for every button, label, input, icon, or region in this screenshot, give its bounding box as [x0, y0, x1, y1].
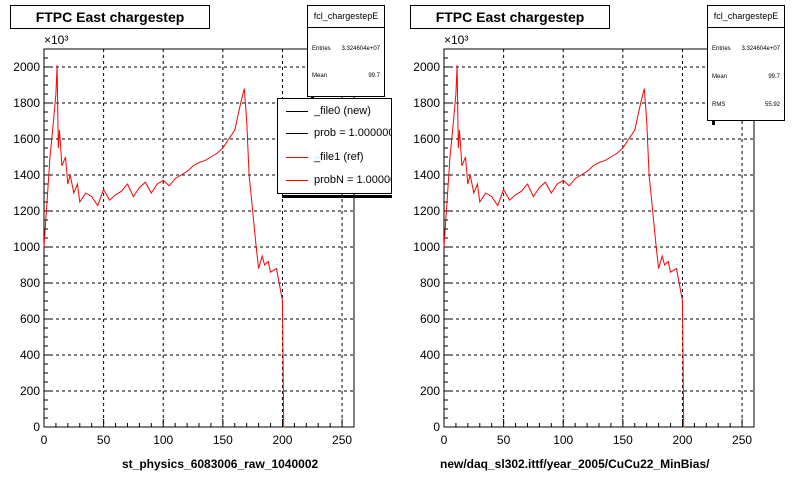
y-tick-label: 800: [20, 276, 40, 290]
y-tick-label: 0: [33, 420, 40, 434]
y-tick-label: 600: [20, 312, 40, 326]
panel-1-title: FTPC East chargestep: [10, 5, 210, 29]
stats-value: 55.92: [764, 102, 780, 108]
panel-2-title: FTPC East chargestep: [410, 5, 610, 29]
y-multiplier-label: ×10³: [44, 33, 68, 47]
x-tick-label: 250: [732, 433, 752, 447]
x-tick-label: 200: [272, 433, 292, 447]
y-tick-label: 400: [420, 348, 440, 362]
y-tick-label: 1600: [13, 132, 40, 146]
legend-item-new: _file0 (new): [278, 103, 371, 119]
panel-2-stats-row-mean: Mean 99.7: [712, 74, 780, 80]
y-multiplier-label: ×10³: [444, 33, 468, 47]
panel-2-stats-row-entries: Entries 3.324604e+07: [712, 46, 780, 52]
panel-2-xlabel: new/daq_sl302.ittf/year_2005/CuCu22_MinB…: [440, 457, 710, 471]
stats-label: Entries: [312, 46, 331, 52]
legend-item-probN: probN = 1.000000: [278, 172, 391, 188]
stats-label: Mean: [312, 73, 328, 79]
y-tick-label: 2000: [413, 60, 440, 74]
x-tick-label: 50: [97, 433, 111, 447]
x-tick-label: 100: [153, 433, 173, 447]
x-tick-label: 150: [213, 433, 233, 447]
panel-1-xlabel: st_physics_6083006_raw_1040002: [122, 457, 319, 471]
y-tick-label: 1000: [13, 240, 40, 254]
y-tick-label: 600: [420, 312, 440, 326]
series-line: [443, 65, 685, 428]
legend-label: prob = 1.000000: [314, 127, 392, 139]
legend-label: _file0 (new): [314, 105, 371, 117]
legend-swatch: [286, 179, 308, 181]
stats-label: RMS: [712, 102, 726, 108]
y-tick-label: 1400: [413, 168, 440, 182]
y-tick-label: 400: [20, 348, 40, 362]
y-tick-label: 1000: [413, 240, 440, 254]
panel-2-stats-row-rms: RMS 55.92: [712, 102, 780, 108]
y-tick-label: 1400: [13, 168, 40, 182]
legend-swatch: [286, 156, 308, 158]
x-tick-label: 200: [672, 433, 692, 447]
y-tick-label: 200: [20, 384, 40, 398]
y-tick-label: 1200: [13, 204, 40, 218]
stats-value: 99.7: [368, 73, 380, 79]
y-tick-label: 1200: [413, 204, 440, 218]
x-tick-label: 0: [441, 433, 448, 447]
y-tick-label: 1800: [13, 96, 40, 110]
legend-swatch: [286, 110, 308, 112]
stats-value: 99.7: [768, 74, 780, 80]
y-tick-label: 800: [420, 276, 440, 290]
x-tick-label: 0: [41, 433, 48, 447]
y-tick-label: 2000: [13, 60, 40, 74]
x-tick-label: 100: [553, 433, 573, 447]
x-tick-label: 250: [332, 433, 352, 447]
series-line: [43, 65, 285, 428]
panel-2-stats-name: fcl_chargestepE: [708, 6, 784, 28]
legend-label: probN = 1.000000: [314, 174, 391, 186]
y-tick-label: 0: [433, 420, 440, 434]
panel-1-title-text: FTPC East chargestep: [35, 9, 185, 25]
stats-value: 3.324604e+07: [741, 46, 780, 52]
x-tick-label: 50: [497, 433, 511, 447]
legend-swatch: [286, 132, 308, 134]
panel-1-legend-shadow: [282, 195, 392, 198]
legend-label: _file1 (ref): [314, 151, 364, 163]
stats-value: 3.324604e+07: [341, 46, 380, 52]
panel-1-legend: _file0 (new) prob = 1.000000 _file1 (ref…: [277, 98, 392, 194]
panel-2-stats-box: fcl_chargestepE Entries 3.324604e+07 Mea…: [707, 5, 785, 121]
y-tick-label: 1600: [413, 132, 440, 146]
panel-1-stats-name: fcl_chargestepE: [308, 6, 384, 28]
x-tick-label: 150: [613, 433, 633, 447]
panel-1-stats-box: fcl_chargestepE Entries 3.324604e+07 Mea…: [307, 5, 385, 97]
legend-item-prob: prob = 1.000000: [278, 125, 392, 141]
panel-1-stats-row-entries: Entries 3.324604e+07: [312, 46, 380, 52]
panel-2-title-text: FTPC East chargestep: [435, 9, 585, 25]
y-tick-label: 1800: [413, 96, 440, 110]
y-tick-label: 200: [420, 384, 440, 398]
legend-item-ref: _file1 (ref): [278, 149, 364, 165]
stats-label: Entries: [712, 46, 731, 52]
panel-1-stats-row-mean: Mean 99.7: [312, 73, 380, 79]
stats-label: Mean: [712, 74, 728, 80]
